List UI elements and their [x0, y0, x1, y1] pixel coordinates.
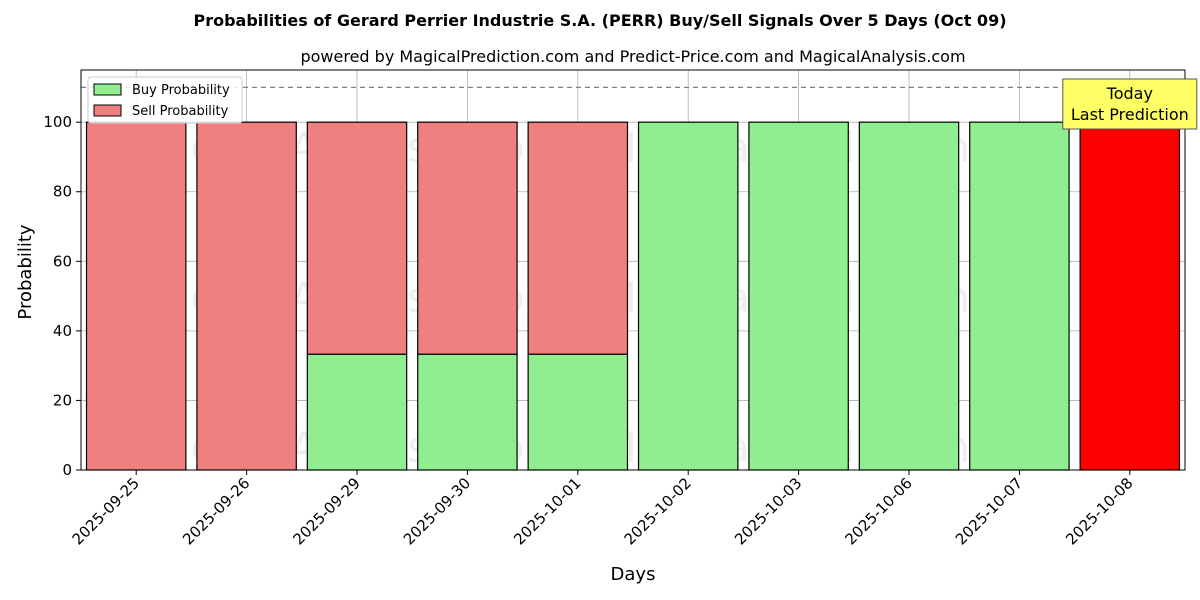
buy-bar-2025-10-02 — [637, 121, 739, 471]
x-tick-label: 2025-10-03 — [731, 474, 805, 548]
x-tick-label: 2025-09-26 — [179, 474, 253, 548]
buy-bar-2025-10-07 — [969, 121, 1070, 471]
legend: Buy Probability Sell Probability — [87, 76, 243, 124]
legend-swatch — [93, 83, 122, 96]
sell-bar-2025-09-29 — [306, 121, 408, 355]
y-tick-label: 0 — [62, 461, 72, 479]
buy-bar-2025-10-06 — [858, 121, 960, 471]
buy-bar-2025-10-01 — [527, 353, 629, 471]
plot-frame — [80, 69, 1186, 471]
sell-bar-2025-09-25 — [85, 121, 187, 471]
annotation-line: Last Prediction — [1071, 105, 1189, 124]
y-tick-label: 40 — [53, 322, 72, 340]
legend-swatch — [93, 104, 122, 117]
buy-bar-2025-10-03 — [748, 121, 849, 471]
x-tick-label: 2025-09-29 — [289, 474, 363, 548]
x-tick-label: 2025-10-02 — [621, 474, 695, 548]
annotation-box — [1062, 78, 1198, 130]
x-tick-label: 2025-10-06 — [841, 474, 915, 548]
x-axis-label: Days — [611, 564, 656, 585]
buy-bar-2025-09-29 — [306, 353, 408, 471]
y-tick-label: 20 — [53, 391, 72, 409]
x-tick-label: 2025-09-30 — [400, 474, 474, 548]
today-annotation: Today Last Prediction — [1062, 78, 1198, 130]
sell-bar-2025-09-30 — [417, 121, 518, 355]
chart-title: Probabilities of Gerard Perrier Industri… — [193, 11, 1006, 30]
y-axis-label: Probability — [15, 224, 36, 319]
y-axis-ticks: 0 20 40 60 80 100 — [43, 113, 81, 479]
x-tick-label: 2025-10-08 — [1062, 474, 1136, 548]
x-tick-label: 2025-10-07 — [952, 474, 1026, 548]
y-tick-label: 60 — [53, 252, 72, 270]
legend-label: Sell Probability — [132, 104, 229, 119]
legend-label: Buy Probability — [132, 83, 230, 98]
x-tick-label: 2025-10-01 — [510, 474, 584, 548]
bar-layer — [85, 121, 1181, 471]
y-tick-label: 100 — [43, 113, 72, 131]
sell-bar-2025-09-26 — [196, 121, 297, 471]
x-tick-label: 2025-09-25 — [69, 474, 143, 548]
y-tick-label: 80 — [53, 183, 72, 201]
chart-subtitle: powered by MagicalPrediction.com and Pre… — [300, 47, 965, 66]
annotation-line: Today — [1106, 84, 1153, 103]
sell-bar-2025-10-01 — [527, 121, 629, 355]
legend-box — [87, 76, 243, 124]
sell-bar-2025-10-08 — [1079, 121, 1181, 471]
x-axis-ticks: 2025-09-25 2025-09-26 2025-09-29 2025-09-30… — [69, 470, 1137, 548]
buy-bar-2025-09-30 — [417, 353, 518, 471]
